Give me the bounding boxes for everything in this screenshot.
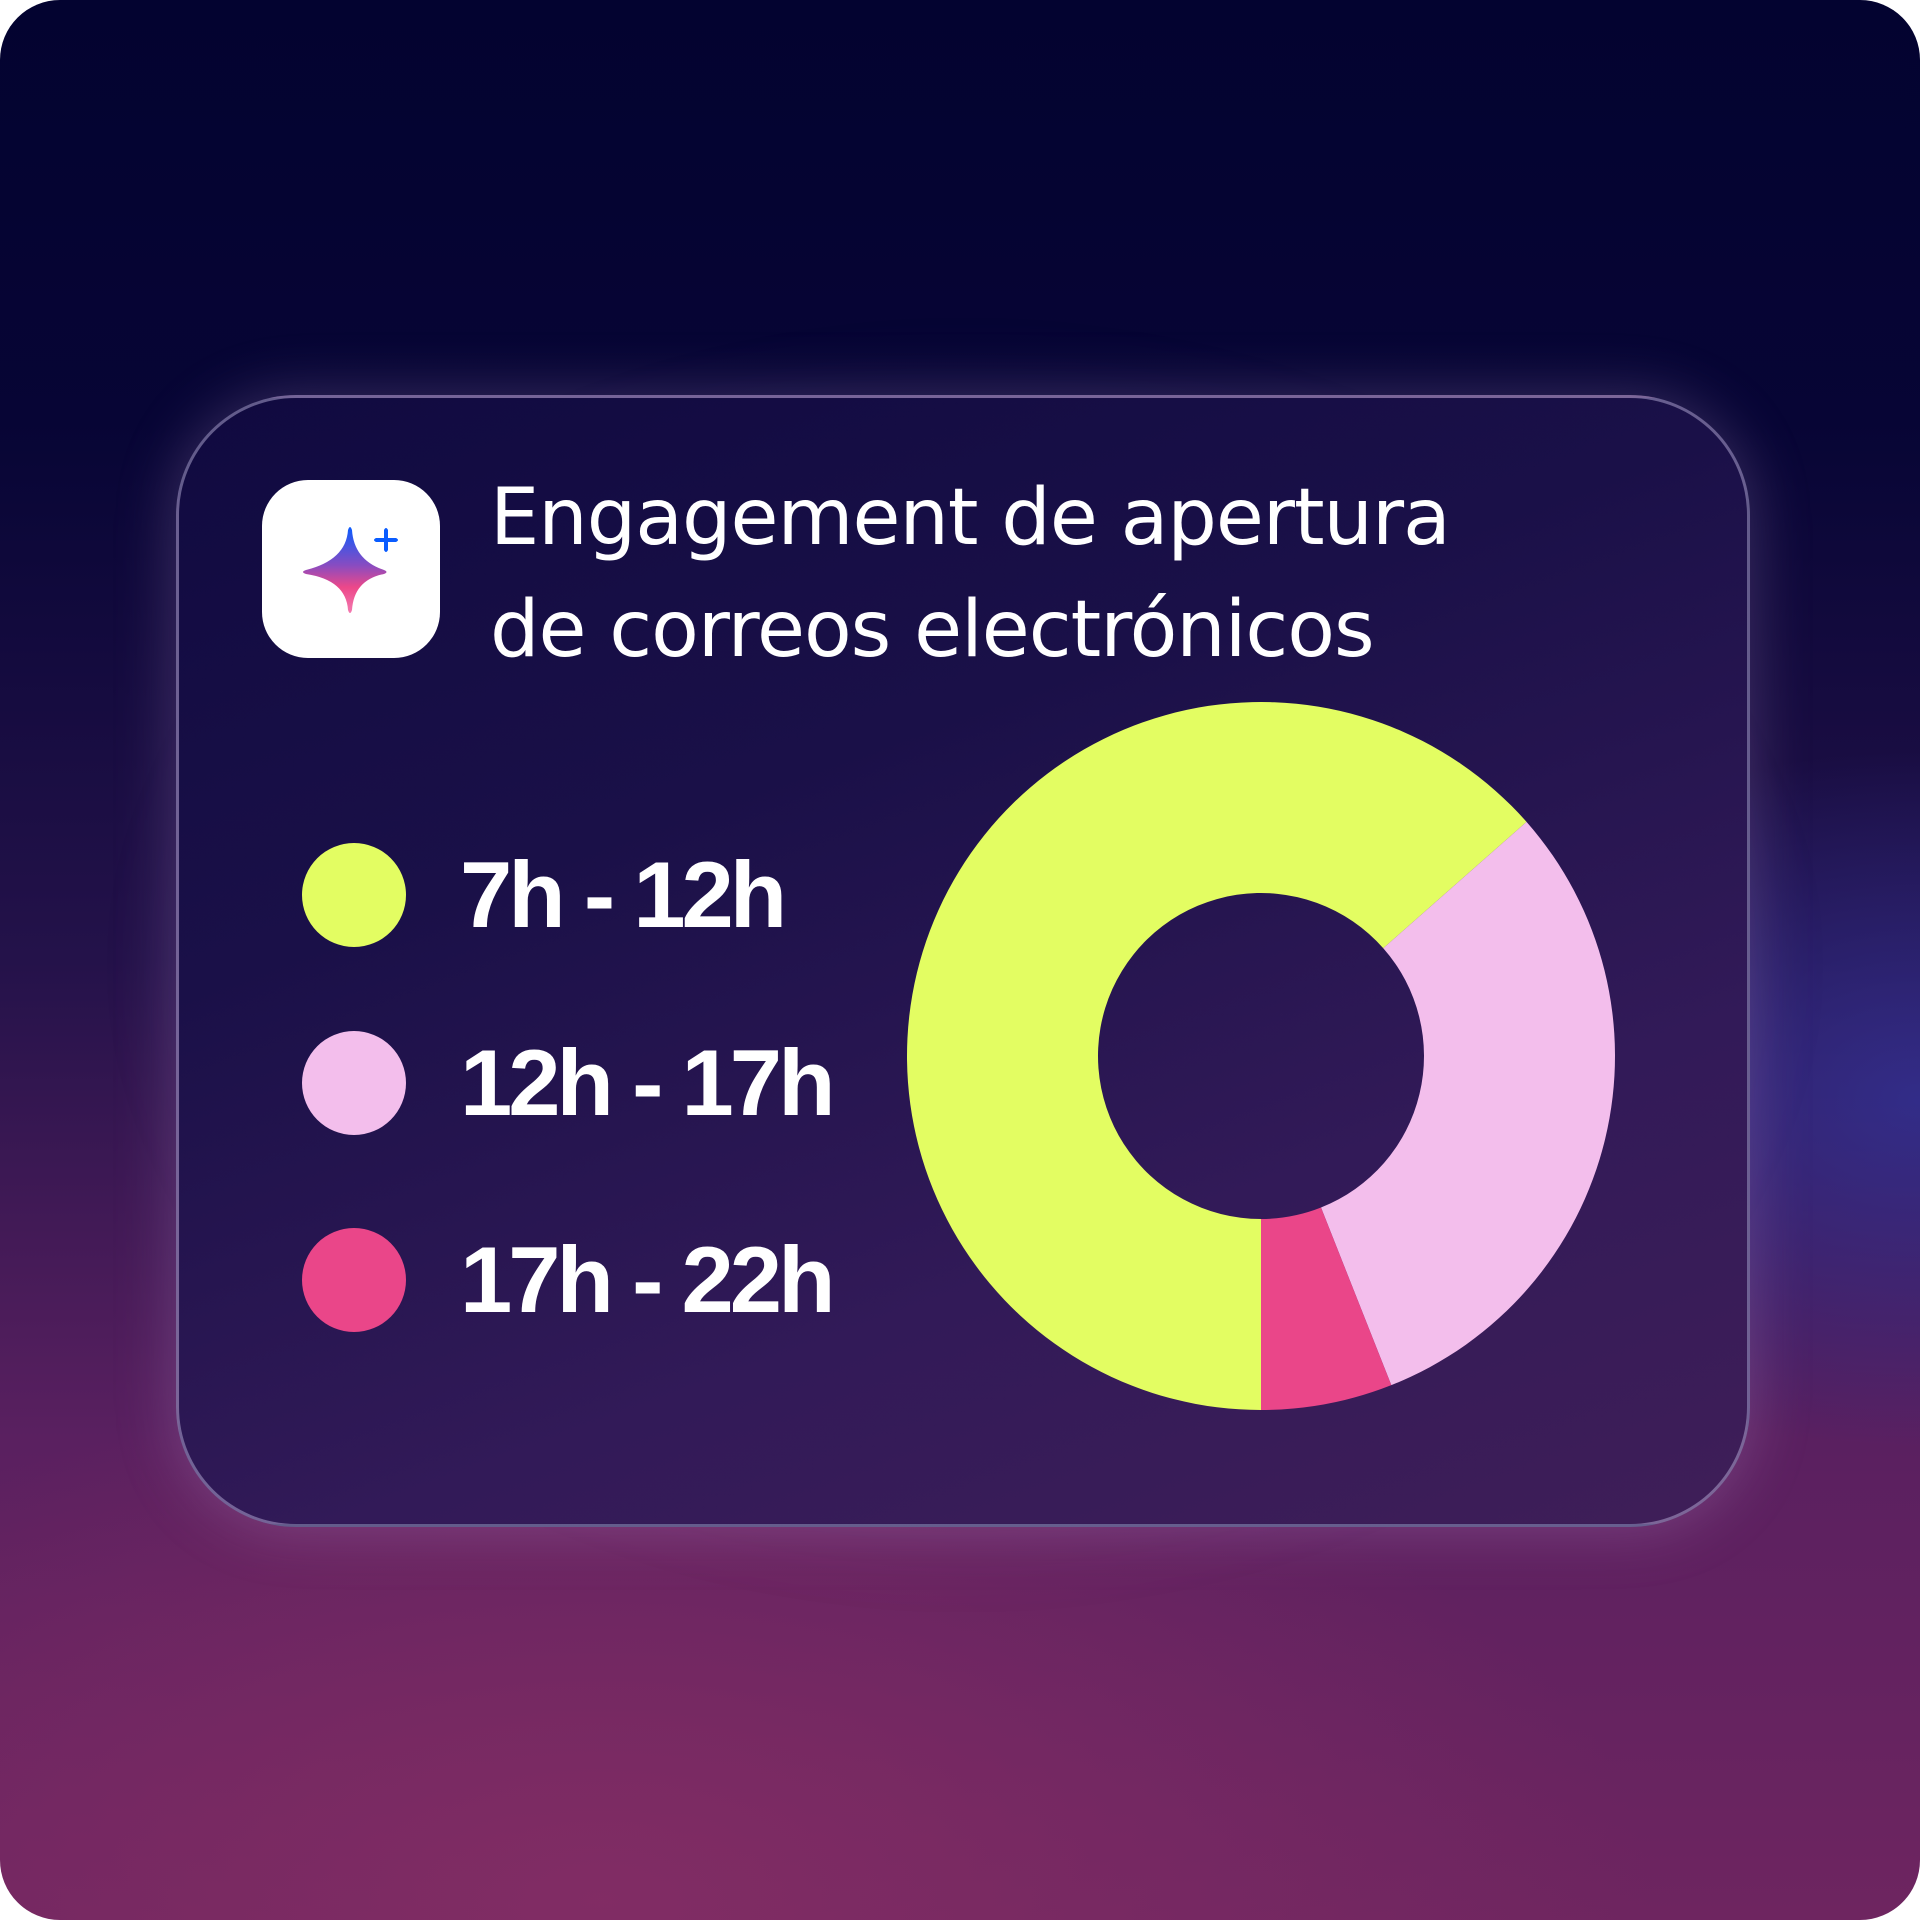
legend-swatch: [302, 843, 406, 947]
legend-swatch: [302, 1228, 406, 1332]
app-icon: [262, 480, 440, 658]
legend-item-7-12: 7h - 12h: [302, 843, 787, 947]
legend-label: 7h - 12h: [460, 842, 787, 947]
donut-slice-1: [906, 702, 1527, 1410]
legend-label: 12h - 17h: [460, 1030, 835, 1135]
title-line-1: Engagement de apertura: [490, 473, 1451, 563]
chart-title: Engagement de apertura de correos electr…: [490, 462, 1451, 686]
title-line-2: de correos electrónicos: [490, 585, 1375, 675]
donut-slice-3: [1261, 1207, 1392, 1410]
legend-item-12-17: 12h - 17h: [302, 1031, 835, 1135]
legend-swatch: [302, 1031, 406, 1135]
legend-item-17-22: 17h - 22h: [302, 1228, 835, 1332]
legend-label: 17h - 22h: [460, 1227, 835, 1332]
donut-slice-2: [1321, 821, 1615, 1386]
sparkle-icon: [303, 527, 398, 613]
